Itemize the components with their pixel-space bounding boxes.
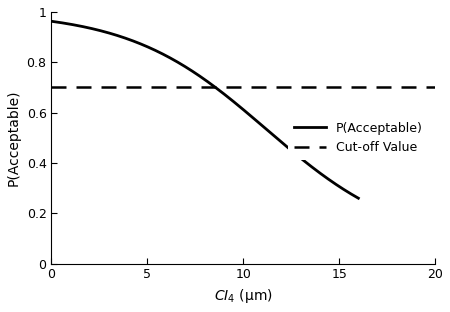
- Cut-off Value: [49, 85, 54, 89]
- Y-axis label: P(Acceptable): P(Acceptable): [7, 90, 21, 186]
- P(Acceptable): [300, 158, 306, 162]
- Cut-off Value: [68, 85, 73, 89]
- P(Acceptable): [356, 196, 361, 200]
- P(Acceptable): [196, 74, 202, 77]
- Line: P(Acceptable): P(Acceptable): [51, 21, 358, 198]
- P(Acceptable): [348, 192, 354, 196]
- P(Acceptable): [194, 72, 200, 76]
- P(Acceptable): [231, 100, 237, 104]
- X-axis label: $\mathit{CI}_4$ (μm): $\mathit{CI}_4$ (μm): [214, 287, 273, 305]
- P(Acceptable): [215, 87, 220, 91]
- P(Acceptable): [49, 19, 54, 23]
- Legend: P(Acceptable), Cut-off Value: P(Acceptable), Cut-off Value: [288, 115, 429, 160]
